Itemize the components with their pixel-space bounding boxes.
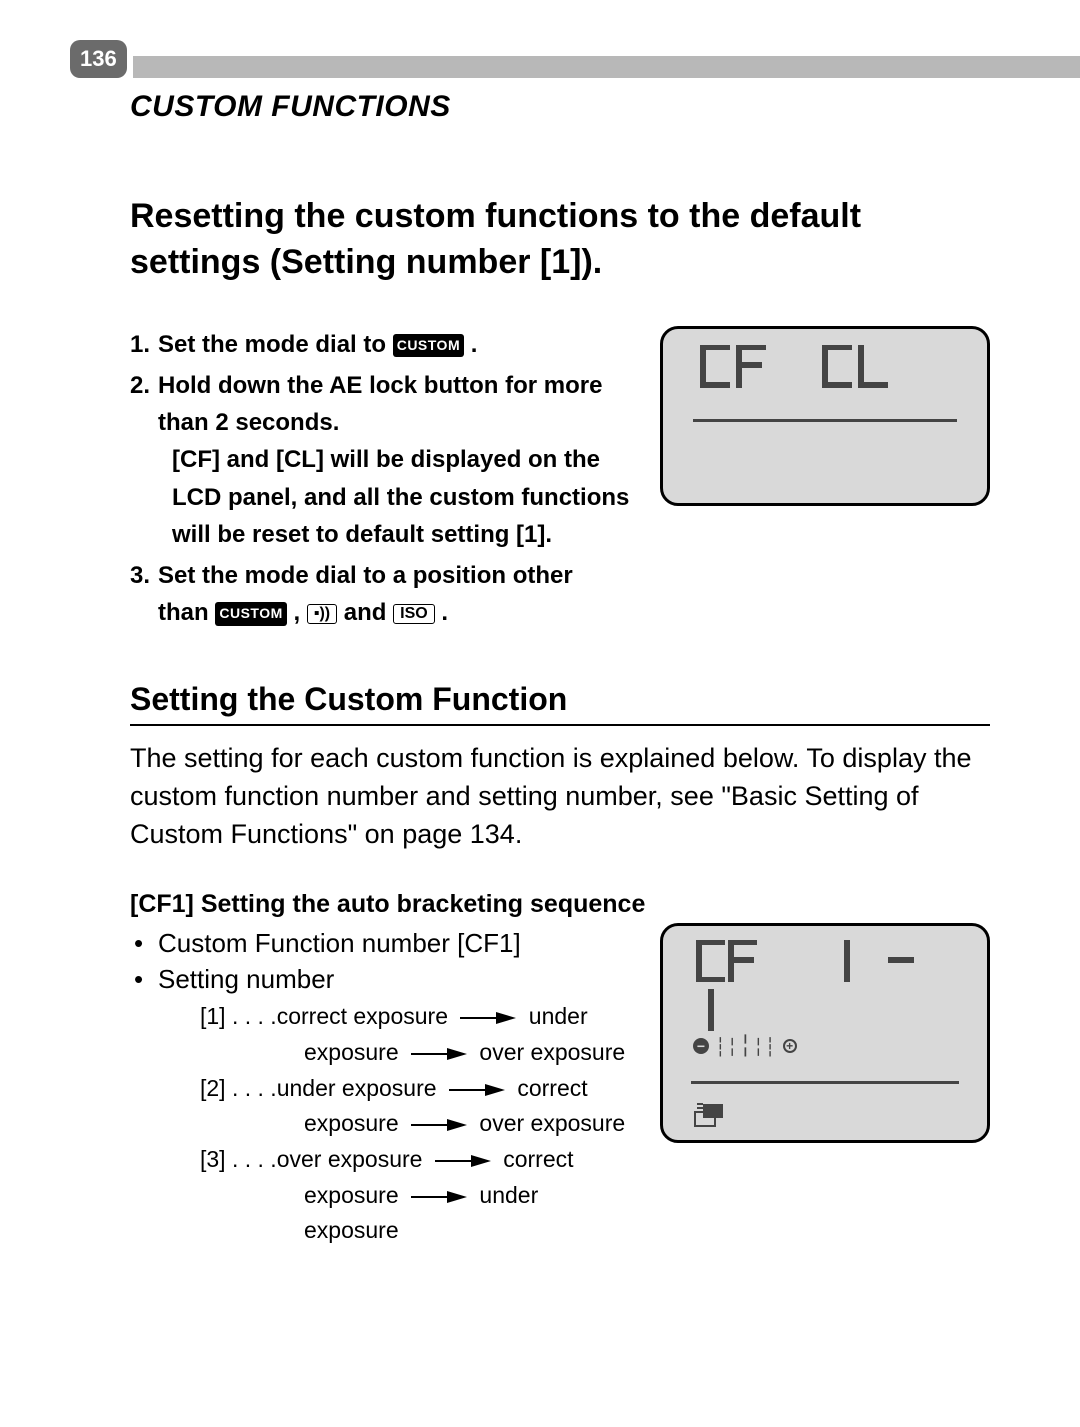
seq-3-n: [3] . . . . bbox=[200, 1146, 277, 1172]
custom-mode-icon: CUSTOM bbox=[393, 334, 464, 358]
steps-column: 1. Set the mode dial to CUSTOM . 2. Hold… bbox=[130, 326, 630, 636]
seq-row-2b: exposure over exposure bbox=[200, 1106, 636, 1142]
body-paragraph: The setting for each custom function is … bbox=[130, 740, 990, 853]
seq-2-a: under exposure bbox=[277, 1075, 437, 1101]
sub-heading: Setting the Custom Function bbox=[130, 681, 990, 726]
seq-row-1: [1] . . . .correct exposure under bbox=[200, 999, 636, 1035]
step-3-text-c: and bbox=[344, 599, 387, 626]
seq-2-d: over exposure bbox=[479, 1110, 625, 1136]
cf1-block: •Custom Function number [CF1] •Setting n… bbox=[130, 919, 990, 1249]
arrow-icon bbox=[460, 1012, 516, 1024]
lcd2-exposure-bar: − ┆╎╎╎┆ + bbox=[685, 1034, 965, 1059]
plus-icon: + bbox=[783, 1039, 797, 1053]
cf1-bullet-2: Setting number bbox=[158, 961, 334, 997]
arrow-icon bbox=[435, 1155, 491, 1167]
cf1-title: [CF1] Setting the auto bracketing sequen… bbox=[130, 890, 990, 919]
arrow-icon bbox=[411, 1119, 467, 1131]
seq-3-c: exposure bbox=[304, 1182, 399, 1208]
arrow-icon bbox=[411, 1191, 467, 1203]
lcd2-text bbox=[685, 940, 965, 1038]
step-1-number: 1. bbox=[130, 326, 158, 363]
seq-3-a: over exposure bbox=[277, 1146, 423, 1172]
custom-mode-icon: CUSTOM bbox=[215, 602, 286, 626]
header-grey-strip bbox=[133, 56, 1080, 78]
seq-1-b: under bbox=[529, 1003, 588, 1029]
page-number-badge: 136 bbox=[70, 40, 127, 78]
reset-two-column: 1. Set the mode dial to CUSTOM . 2. Hold… bbox=[130, 326, 990, 636]
arrow-icon bbox=[411, 1048, 467, 1060]
content-area: Resetting the custom functions to the de… bbox=[0, 194, 1080, 1249]
cf1-bullets: •Custom Function number [CF1] •Setting n… bbox=[130, 925, 636, 998]
seq-1-c: exposure bbox=[304, 1039, 399, 1065]
step-2: 2. Hold down the AE lock button for more… bbox=[130, 367, 630, 553]
lcd1-divider bbox=[693, 419, 957, 422]
minus-icon: − bbox=[693, 1038, 709, 1054]
seq-row-3b: exposure under exposure bbox=[200, 1178, 636, 1249]
bracketing-mode-icon bbox=[685, 1102, 965, 1135]
step-1-text-b: . bbox=[471, 331, 478, 358]
step-3: 3. Set the mode dial to a position other… bbox=[130, 557, 630, 631]
arrow-icon bbox=[449, 1084, 505, 1096]
step-2-number: 2. bbox=[130, 367, 158, 553]
step-2-text: Hold down the AE lock button for more th… bbox=[158, 372, 602, 436]
step-3-text-d: . bbox=[441, 599, 448, 626]
seq-1-a: correct exposure bbox=[277, 1003, 448, 1029]
header-bar: 136 bbox=[0, 40, 1080, 78]
seq-row-1b: exposure over exposure bbox=[200, 1035, 636, 1071]
cf1-sequence-list: [1] . . . .correct exposure under exposu… bbox=[130, 999, 636, 1248]
steps-list: 1. Set the mode dial to CUSTOM . 2. Hold… bbox=[130, 326, 630, 632]
step-3-text-b: , bbox=[293, 599, 300, 626]
lcd1-cf bbox=[697, 345, 769, 397]
seq-1-d: over exposure bbox=[479, 1039, 625, 1065]
step-1: 1. Set the mode dial to CUSTOM . bbox=[130, 326, 630, 363]
step-1-text-a: Set the mode dial to bbox=[158, 331, 386, 358]
exposure-ticks: ┆╎╎╎┆ bbox=[715, 1034, 777, 1059]
step-2-detail: [CF] and [CL] will be displayed on the L… bbox=[158, 441, 630, 553]
manual-page: 136 CUSTOM FUNCTIONS Resetting the custo… bbox=[0, 40, 1080, 1249]
lcd2-divider bbox=[691, 1081, 959, 1084]
lcd1-row bbox=[687, 345, 963, 397]
seq-2-n: [2] . . . . bbox=[200, 1075, 277, 1101]
cf1-bullet-1: Custom Function number [CF1] bbox=[158, 925, 521, 961]
main-heading: Resetting the custom functions to the de… bbox=[130, 194, 990, 286]
step-3-number: 3. bbox=[130, 557, 158, 631]
seq-row-2: [2] . . . .under exposure correct bbox=[200, 1071, 636, 1107]
seq-2-c: exposure bbox=[304, 1110, 399, 1136]
cf1-left: •Custom Function number [CF1] •Setting n… bbox=[130, 919, 636, 1249]
remote-mode-icon: ▪)) bbox=[307, 604, 337, 624]
seq-2-b: correct bbox=[517, 1075, 587, 1101]
lcd1-cl bbox=[819, 345, 891, 397]
lcd-panel-1 bbox=[660, 326, 990, 506]
lcd-panel-2: − ┆╎╎╎┆ + bbox=[660, 923, 990, 1143]
section-title: CUSTOM FUNCTIONS bbox=[130, 90, 1080, 124]
seq-1-n: [1] . . . . bbox=[200, 1003, 277, 1029]
seq-3-b: correct bbox=[503, 1146, 573, 1172]
seq-row-3: [3] . . . .over exposure correct bbox=[200, 1142, 636, 1178]
iso-mode-icon: ISO bbox=[393, 604, 435, 624]
